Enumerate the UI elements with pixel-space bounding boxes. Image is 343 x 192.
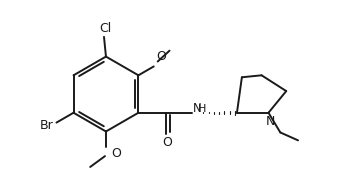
Text: N: N: [193, 102, 201, 115]
Text: O: O: [157, 50, 167, 64]
Text: O: O: [111, 147, 121, 160]
Text: Br: Br: [39, 119, 53, 132]
Text: H: H: [198, 104, 206, 114]
Text: O: O: [162, 136, 172, 149]
Text: Cl: Cl: [99, 22, 111, 36]
Text: N: N: [266, 115, 275, 128]
